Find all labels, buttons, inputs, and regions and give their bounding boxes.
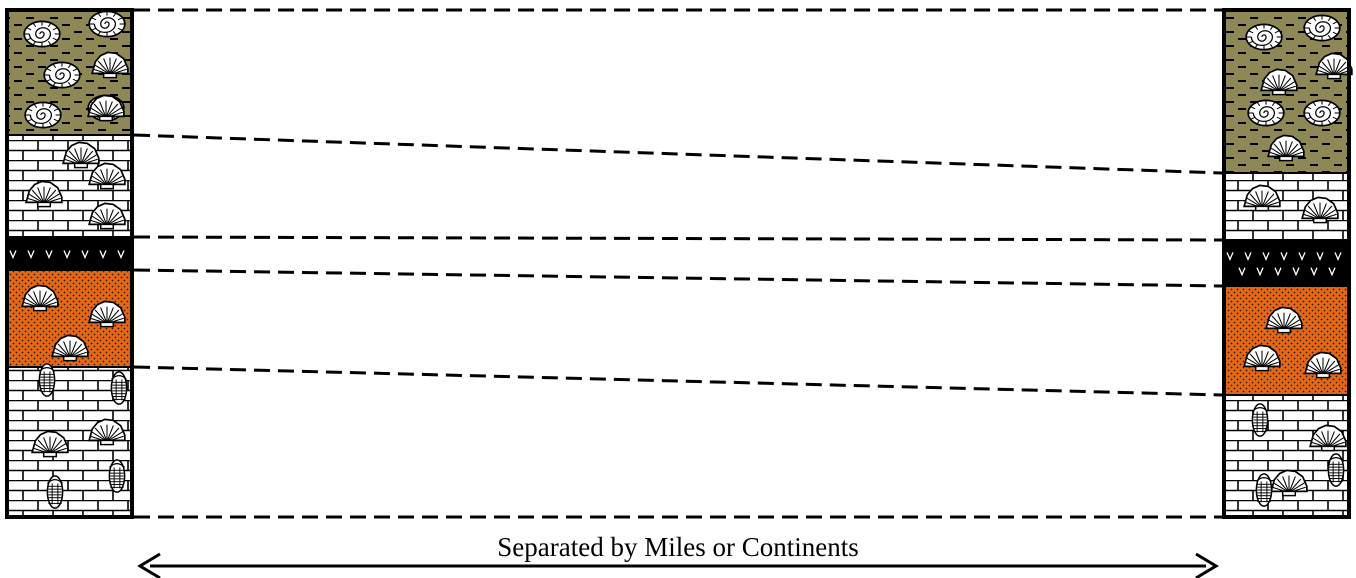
ash-v-mark [1298, 252, 1306, 261]
brachiopod-icon [91, 51, 129, 79]
left-layer-limestone-2 [7, 134, 132, 237]
trilobite-icon [1251, 403, 1269, 437]
ash-v-mark [1262, 252, 1270, 261]
ash-v-mark [1316, 252, 1324, 261]
brachiopod-icon [51, 334, 89, 362]
left-column-border [5, 8, 134, 519]
brachiopod-icon [62, 141, 100, 169]
brachiopod-icon [21, 284, 59, 312]
distance-caption: Separated by Miles or Continents [497, 532, 859, 562]
correlation-lines [133, 8, 1223, 519]
ammonite-icon [23, 20, 61, 48]
ash-v-mark [45, 250, 53, 260]
brachiopod-icon [25, 180, 63, 208]
brachiopod-icon [1243, 344, 1281, 372]
correlation-line-sandstone-base [133, 365, 1223, 397]
trilobite-icon [1327, 453, 1345, 487]
brachiopod-icon [1267, 134, 1305, 162]
ash-v-mark [117, 250, 125, 260]
brachiopod-icon [87, 94, 125, 122]
ammonite-icon [1303, 14, 1341, 42]
right-layer-volcanic-ash-3 [1224, 239, 1349, 286]
trilobite-icon [46, 475, 64, 509]
correlation-line-ash-top [133, 235, 1223, 242]
ash-v-mark [1292, 267, 1300, 277]
ash-v-mark [1280, 252, 1288, 261]
ash-v-mark [81, 250, 89, 260]
correlation-line-ash-base [133, 268, 1223, 288]
ash-v-mark [1328, 267, 1336, 277]
right-layer-limestone-2 [1224, 172, 1349, 240]
left-layer-sandstone-4 [7, 269, 132, 367]
ammonite-icon [88, 10, 126, 38]
ash-v-mark [1274, 267, 1282, 277]
arrowhead-left-icon [137, 552, 161, 578]
ash-v-mark [99, 250, 107, 260]
right-layer-limestone-5 [1224, 394, 1349, 517]
ammonite-icon [24, 101, 62, 129]
right-layer-shale-1 [1224, 9, 1353, 173]
brachiopod-icon [88, 418, 126, 446]
ash-v-mark [63, 250, 71, 260]
brachiopod-icon [1301, 196, 1339, 224]
ash-v-mark [1310, 267, 1318, 277]
left-layer-volcanic-ash-3 [7, 236, 132, 270]
ammonite-icon [43, 61, 81, 89]
correlation-line-shale-base [133, 133, 1223, 175]
ammonite-icon [1303, 99, 1341, 127]
left-layer-shale-1 [7, 9, 132, 135]
ash-v-mark [1244, 252, 1252, 261]
ash-v-mark [9, 250, 17, 260]
ash-v-mark [1334, 252, 1342, 261]
brachiopod-icon [88, 162, 126, 190]
ammonite-icon [1245, 23, 1283, 51]
trilobite-icon [110, 371, 128, 405]
brachiopod-icon [1304, 351, 1342, 379]
left-layer-limestone-5 [7, 363, 132, 517]
right-column [1222, 8, 1353, 519]
ammonite-icon [1247, 99, 1285, 127]
brachiopod-icon [1270, 469, 1308, 497]
brachiopod-icon [88, 202, 126, 230]
trilobite-icon [1255, 473, 1273, 507]
brachiopod-icon [31, 430, 69, 458]
right-column-border [1222, 8, 1351, 519]
left-column [5, 8, 134, 519]
brachiopod-icon [88, 300, 126, 328]
trilobite-icon [38, 363, 56, 397]
trilobite-icon [108, 459, 126, 493]
ash-v-mark [1238, 267, 1246, 277]
ash-v-mark [27, 250, 35, 260]
arrowhead-right-icon [1195, 552, 1219, 578]
brachiopod-icon [1260, 68, 1298, 96]
distance-arrow [137, 552, 1219, 578]
brachiopod-icon [1265, 306, 1303, 334]
brachiopod-icon [1243, 184, 1281, 212]
brachiopod-icon [1309, 424, 1347, 452]
ash-v-mark [1256, 267, 1264, 277]
ash-v-mark [1226, 252, 1234, 261]
right-layer-sandstone-4 [1224, 285, 1349, 395]
